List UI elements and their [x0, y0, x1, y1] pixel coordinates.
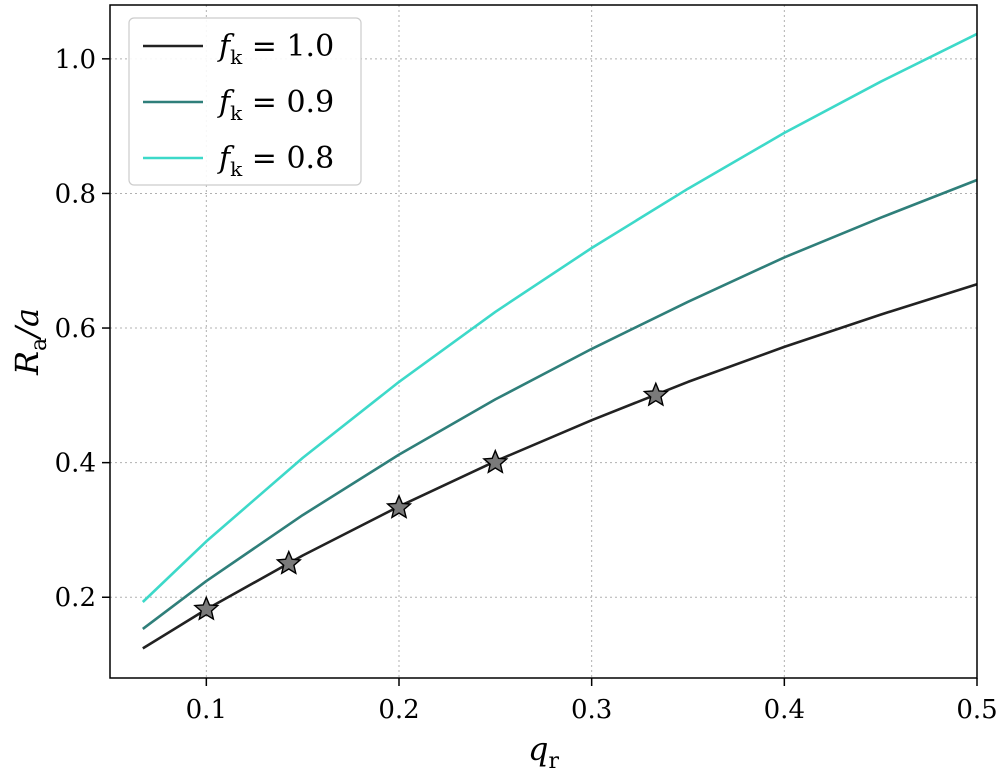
y-axis-title-var: R: [8, 351, 46, 376]
series-line: [142, 283, 978, 650]
y-tick-label: 0.2: [55, 583, 96, 613]
y-tick-label: 1.0: [55, 45, 96, 75]
star-marker: [385, 493, 413, 519]
legend-label: fk = 0.9: [217, 85, 334, 125]
axis-ticks: 0.1 0.2 0.3 0.4 0.5 0.2 0.4 0.6 0.8 1.0: [55, 45, 998, 725]
y-axis-title-sub: a: [27, 338, 52, 351]
legend-box: [128, 17, 362, 186]
x-axis-title-var: q: [528, 730, 548, 768]
series-lines: [141, 32, 978, 650]
star-marker: [482, 448, 509, 474]
plot-frame: [109, 4, 978, 679]
x-tick-label: 0.3: [571, 695, 612, 725]
x-tick-label: 0.4: [764, 695, 805, 725]
y-tick-label: 0.4: [55, 449, 96, 479]
star-markers: [193, 381, 669, 621]
x-axis-title-sub: r: [548, 749, 559, 773]
y-tick-label: 0.6: [55, 314, 96, 344]
series-line: [142, 178, 978, 630]
x-tick-label: 0.2: [378, 695, 419, 725]
star-marker: [642, 381, 669, 407]
star-marker: [193, 595, 220, 621]
x-axis-title: qr: [528, 730, 559, 773]
y-axis-title-suffix: /a: [8, 308, 46, 341]
star-marker: [275, 549, 302, 575]
x-tick-label: 0.1: [186, 695, 227, 725]
y-tick-label: 0.8: [55, 179, 96, 209]
x-tick-label: 0.5: [956, 695, 997, 725]
y-axis-title: Ra/a: [8, 308, 52, 376]
legend: fk = 1.0fk = 0.9fk = 0.8: [128, 17, 362, 186]
series-line: [141, 32, 978, 603]
legend-label: fk = 1.0: [217, 29, 334, 69]
